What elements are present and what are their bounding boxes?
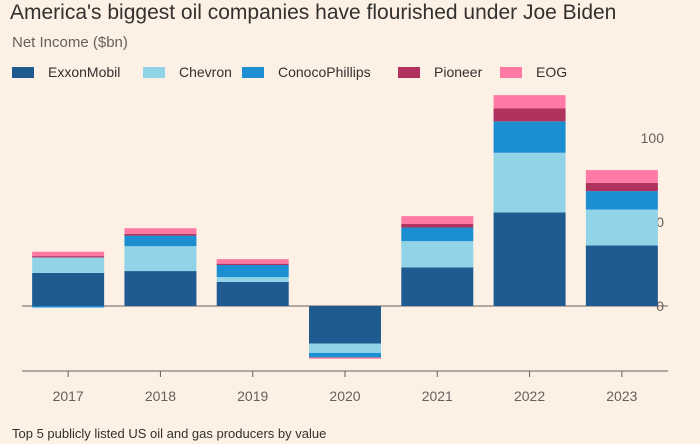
bar-conocophillips-2023	[585, 191, 658, 210]
bar-chevron-2023	[585, 209, 658, 246]
bar-chevron-2019	[216, 277, 289, 282]
bar-exxonmobil-2017	[32, 272, 105, 306]
legend-label-eog: EOG	[536, 64, 568, 80]
bar-conocophillips-2019	[216, 265, 289, 278]
legend-item-eog: EOG	[500, 62, 567, 82]
bar-chevron-2021	[401, 241, 474, 268]
bar-eog-2021	[401, 216, 474, 225]
bar-chevron-2018	[124, 246, 197, 272]
x-tick-label: 2023	[606, 388, 637, 404]
bar-eog-2022	[493, 95, 566, 109]
legend-swatch-chevron	[143, 66, 165, 78]
bar-eog-2019	[216, 259, 289, 264]
bar-conocophillips-2017	[32, 306, 105, 308]
y-axis-label: Net Income ($bn)	[12, 34, 128, 51]
y-tick-label: 100	[641, 130, 665, 146]
bar-conocophillips-2021	[401, 227, 474, 242]
legend-label-conocophillips: ConocoPhillips	[278, 64, 371, 80]
bar-conocophillips-2018	[124, 235, 197, 247]
bar-pioneer-2022	[493, 108, 566, 122]
legend-label-pioneer: Pioneer	[434, 64, 483, 80]
bar-pioneer-2017	[32, 256, 105, 258]
legend-item-pioneer: Pioneer	[398, 62, 482, 82]
bar-chevron-2020	[309, 343, 381, 353]
bar-pioneer-2023	[585, 182, 658, 192]
legend-swatch-pioneer	[398, 66, 420, 78]
legend: ExxonMobil Chevron ConocoPhillips Pionee…	[12, 62, 692, 82]
bar-exxonmobil-2019	[216, 281, 289, 306]
legend-item-exxonmobil: ExxonMobil	[12, 62, 120, 82]
chart-title: America's biggest oil companies have flo…	[10, 1, 617, 24]
footnote: Top 5 publicly listed US oil and gas pro…	[12, 426, 327, 441]
legend-label-chevron: Chevron	[179, 64, 232, 80]
legend-item-conocophillips: ConocoPhillips	[242, 62, 371, 82]
legend-swatch-eog	[500, 66, 522, 78]
bar-exxonmobil-2020	[309, 306, 381, 344]
x-tick-label: 2019	[237, 388, 268, 404]
bar-eog-2023	[585, 170, 658, 183]
x-tick-label: 2018	[145, 388, 176, 404]
bar-eog-2017	[32, 251, 105, 257]
bar-eog-2018	[124, 228, 197, 234]
bar-pioneer-2018	[124, 233, 197, 236]
x-tick-label: 2022	[514, 388, 545, 404]
bar-pioneer-2019	[216, 263, 289, 266]
legend-label-exxonmobil: ExxonMobil	[48, 64, 121, 80]
bar-eog-2020	[309, 357, 381, 359]
bar-exxonmobil-2018	[124, 271, 197, 306]
legend-swatch-conocophillips	[242, 66, 264, 78]
bar-chevron-2017	[32, 257, 105, 273]
bar-exxonmobil-2023	[585, 245, 658, 306]
bar-conocophillips-2022	[493, 121, 566, 153]
y-tick-label: 0	[656, 298, 664, 314]
bar-exxonmobil-2022	[493, 212, 566, 306]
bar-exxonmobil-2021	[401, 267, 474, 306]
bar-chevron-2022	[493, 152, 566, 213]
legend-swatch-exxonmobil	[12, 66, 34, 78]
legend-item-chevron: Chevron	[143, 62, 232, 82]
bar-conocophillips-2020	[309, 352, 381, 358]
bar-pioneer-2021	[401, 224, 474, 228]
x-tick-label: 2017	[53, 388, 84, 404]
x-tick-label: 2020	[329, 388, 360, 404]
x-tick-label: 2021	[422, 388, 453, 404]
